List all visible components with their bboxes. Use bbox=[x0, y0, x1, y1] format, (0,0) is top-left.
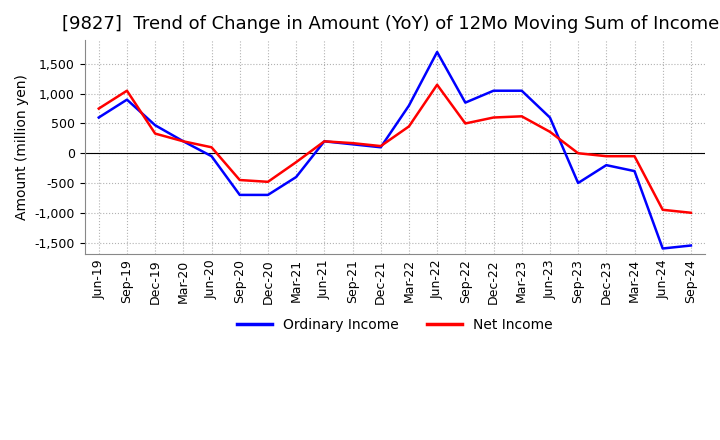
Net Income bbox=[377, 143, 385, 149]
Ordinary Income bbox=[320, 139, 328, 144]
Ordinary Income bbox=[630, 169, 639, 174]
Net Income bbox=[94, 106, 103, 111]
Y-axis label: Amount (million yen): Amount (million yen) bbox=[15, 74, 29, 220]
Legend: Ordinary Income, Net Income: Ordinary Income, Net Income bbox=[232, 312, 558, 337]
Ordinary Income bbox=[489, 88, 498, 93]
Net Income bbox=[546, 129, 554, 135]
Net Income bbox=[179, 139, 188, 144]
Net Income bbox=[687, 210, 696, 216]
Ordinary Income bbox=[207, 154, 216, 159]
Ordinary Income bbox=[179, 139, 188, 144]
Ordinary Income bbox=[574, 180, 582, 186]
Net Income bbox=[658, 207, 667, 213]
Net Income bbox=[489, 115, 498, 120]
Net Income bbox=[630, 154, 639, 159]
Ordinary Income bbox=[348, 142, 357, 147]
Ordinary Income bbox=[433, 49, 441, 55]
Ordinary Income bbox=[405, 103, 413, 108]
Line: Net Income: Net Income bbox=[99, 85, 691, 213]
Ordinary Income bbox=[150, 123, 159, 128]
Ordinary Income bbox=[602, 162, 611, 168]
Ordinary Income bbox=[122, 97, 131, 102]
Net Income bbox=[207, 145, 216, 150]
Net Income bbox=[574, 150, 582, 156]
Net Income bbox=[461, 121, 469, 126]
Ordinary Income bbox=[687, 243, 696, 248]
Net Income bbox=[602, 154, 611, 159]
Ordinary Income bbox=[377, 145, 385, 150]
Net Income bbox=[150, 131, 159, 136]
Net Income bbox=[292, 160, 300, 165]
Ordinary Income bbox=[658, 246, 667, 251]
Net Income bbox=[320, 139, 328, 144]
Ordinary Income bbox=[94, 115, 103, 120]
Net Income bbox=[235, 177, 244, 183]
Net Income bbox=[518, 114, 526, 119]
Ordinary Income bbox=[264, 192, 272, 198]
Net Income bbox=[405, 124, 413, 129]
Net Income bbox=[122, 88, 131, 93]
Ordinary Income bbox=[518, 88, 526, 93]
Line: Ordinary Income: Ordinary Income bbox=[99, 52, 691, 249]
Ordinary Income bbox=[461, 100, 469, 105]
Ordinary Income bbox=[292, 174, 300, 180]
Ordinary Income bbox=[546, 115, 554, 120]
Title: [9827]  Trend of Change in Amount (YoY) of 12Mo Moving Sum of Incomes: [9827] Trend of Change in Amount (YoY) o… bbox=[61, 15, 720, 33]
Net Income bbox=[264, 179, 272, 184]
Ordinary Income bbox=[235, 192, 244, 198]
Net Income bbox=[433, 82, 441, 88]
Net Income bbox=[348, 140, 357, 146]
